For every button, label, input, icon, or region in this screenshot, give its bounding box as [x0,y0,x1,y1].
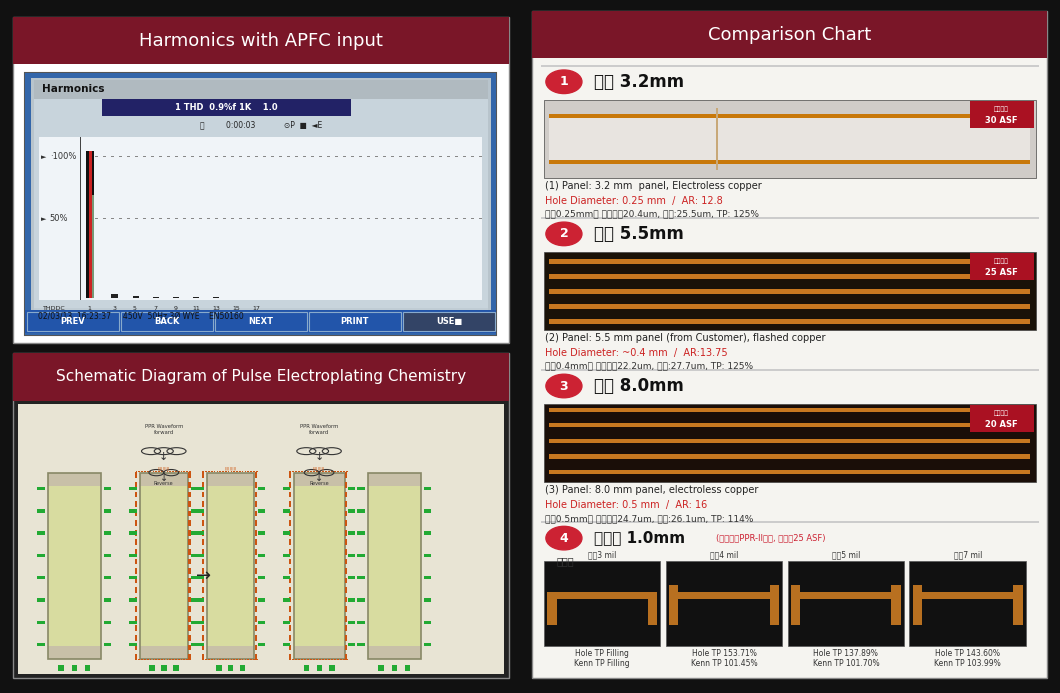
Text: Schematic Diagram of Pulse Electroplating Chemistry: Schematic Diagram of Pulse Electroplatin… [56,369,465,385]
Text: 孔彑0.4mm， 面銅厚度22.2um, 孔銅:27.7um, TP: 125%: 孔彑0.4mm， 面銅厚度22.2um, 孔銅:27.7um, TP: 125% [545,362,753,371]
Text: 5: 5 [132,306,137,311]
Text: PPR Waveform
forward: PPR Waveform forward [300,424,338,435]
Text: 孔彔7 mil: 孔彔7 mil [954,550,982,559]
Text: 13: 13 [212,306,220,311]
Text: |||||||||: ||||||||| [225,466,236,471]
Text: 9: 9 [174,306,178,311]
Text: →: → [196,566,211,584]
Text: PPR Waveform
forward: PPR Waveform forward [144,424,183,435]
Text: 7: 7 [154,306,158,311]
Text: Kenn TP Filling: Kenn TP Filling [575,659,630,668]
Text: ►: ► [41,216,47,222]
Text: Reverse: Reverse [154,481,174,486]
Text: Reverse: Reverse [310,481,329,486]
Text: 50%: 50% [50,214,68,223]
Text: 11: 11 [192,306,200,311]
Text: 盲孔板 1.0mm: 盲孔板 1.0mm [594,531,685,545]
Text: 1 THD  0.9%f 1K    1.0: 1 THD 0.9%f 1K 1.0 [175,103,278,112]
Text: 電流密度: 電流密度 [994,106,1009,112]
Text: Hole TP 153.71%: Hole TP 153.71% [691,649,757,658]
Text: 已填滿: 已填滿 [556,556,575,566]
Text: 1: 1 [87,306,91,311]
Text: Kenn TP 101.70%: Kenn TP 101.70% [813,659,879,668]
Text: 02/03/13  16:23:37     450V  50Hz 3Ø WYE    EN50160: 02/03/13 16:23:37 450V 50Hz 3Ø WYE EN501… [38,312,244,320]
Text: |||||||||: ||||||||| [158,466,170,471]
Text: 孔彔3 mil: 孔彔3 mil [588,550,616,559]
Text: THDDC: THDDC [42,306,66,311]
Text: ↓: ↓ [160,473,167,483]
Text: Harmonics: Harmonics [42,85,105,94]
Text: Kenn TP 103.99%: Kenn TP 103.99% [935,659,1001,668]
Text: 2: 2 [560,227,568,240]
Text: 孔彔4 mil: 孔彔4 mil [710,550,738,559]
Text: 板厚 3.2mm: 板厚 3.2mm [594,73,684,91]
Text: BACK: BACK [154,317,179,326]
Text: 17: 17 [252,306,261,311]
Text: Hole TP 137.89%: Hole TP 137.89% [813,649,879,658]
Text: 孔彑0.25mm， 面銅厚度20.4um, 孔銅:25.5um, TP: 125%: 孔彑0.25mm， 面銅厚度20.4um, 孔銅:25.5um, TP: 125… [545,210,759,218]
Text: (3) Panel: 8.0 mm panel, electroless copper: (3) Panel: 8.0 mm panel, electroless cop… [545,485,758,495]
Text: ⌛         0:00:03            ⊙P  ■  ◄E: ⌛ 0:00:03 ⊙P ■ ◄E [199,121,322,130]
Text: 25 ASF: 25 ASF [986,267,1018,277]
Text: ↓: ↓ [315,452,323,462]
Text: 20 ASF: 20 ASF [986,420,1018,429]
Text: 電流密度: 電流密度 [994,410,1009,416]
Text: ·100%: ·100% [50,152,76,161]
Text: 1: 1 [560,76,568,88]
Text: ►: ► [41,154,47,160]
Text: ↓: ↓ [315,473,323,483]
Text: 板厚 8.0mm: 板厚 8.0mm [594,377,684,395]
Text: Hole TP 143.60%: Hole TP 143.60% [935,649,1001,658]
Text: Hole Diameter: ~0.4 mm  /  AR:13.75: Hole Diameter: ~0.4 mm / AR:13.75 [545,348,727,358]
Text: PREV: PREV [60,317,85,326]
Text: USE■: USE■ [436,317,462,326]
Text: 3: 3 [112,306,117,311]
Text: Hole TP Filling: Hole TP Filling [576,649,629,658]
Text: 孔彑0.5mm， 面銅厚度24.7um, 孔銅:26.1um, TP: 114%: 孔彑0.5mm， 面銅厚度24.7um, 孔銅:26.1um, TP: 114% [545,514,754,523]
Text: Comparison Chart: Comparison Chart [708,26,871,44]
Text: Hole Diameter: 0.25 mm  /  AR: 12.8: Hole Diameter: 0.25 mm / AR: 12.8 [545,196,723,206]
Text: 4: 4 [560,532,568,545]
Text: Kenn TP 101.45%: Kenn TP 101.45% [691,659,757,668]
Text: Hole Diameter: 0.5 mm  /  AR: 16: Hole Diameter: 0.5 mm / AR: 16 [545,500,707,510]
Text: ↓: ↓ [159,452,169,462]
Text: |||||||||: ||||||||| [313,466,325,471]
Text: NEXT: NEXT [248,317,273,326]
Text: 3: 3 [560,380,568,392]
Text: Harmonics with APFC input: Harmonics with APFC input [139,32,383,50]
Text: PRINT: PRINT [340,317,369,326]
Text: (同樣使用PPR-II鎉液, 電流密25 ASF): (同樣使用PPR-II鎉液, 電流密25 ASF) [716,534,825,543]
Text: (1) Panel: 3.2 mm  panel, Electroless copper: (1) Panel: 3.2 mm panel, Electroless cop… [545,181,761,191]
Text: 孔彔5 mil: 孔彔5 mil [832,550,860,559]
Text: 15: 15 [232,306,241,311]
Text: 電流密度: 電流密度 [994,258,1009,264]
Text: (2) Panel: 5.5 mm panel (from Customer), flashed copper: (2) Panel: 5.5 mm panel (from Customer),… [545,333,826,342]
Text: 30 ASF: 30 ASF [986,116,1018,125]
Text: 板厚 5.5mm: 板厚 5.5mm [594,225,684,243]
